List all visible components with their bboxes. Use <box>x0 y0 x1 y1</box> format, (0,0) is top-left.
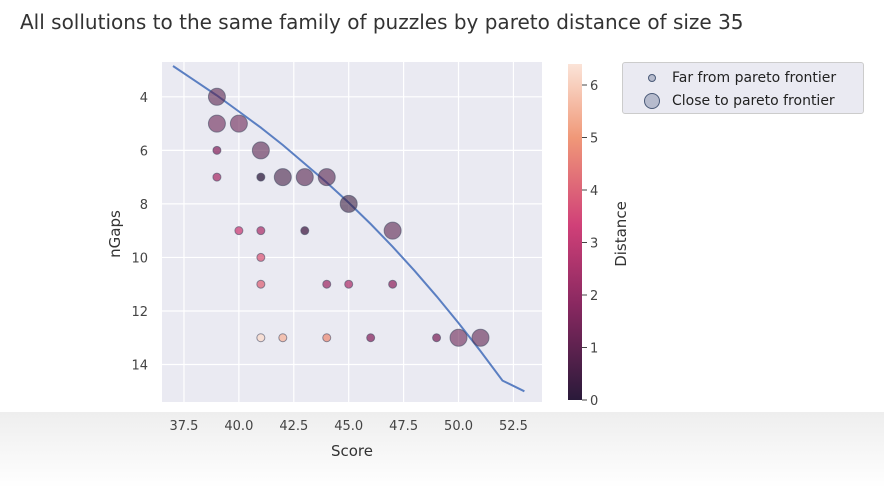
x-axis-label: Score <box>331 442 373 460</box>
colorbar-tick-label: 3 <box>590 237 598 252</box>
scatter-point <box>471 328 490 347</box>
y-tick-label: 10 <box>131 251 148 266</box>
scatter-point <box>317 168 336 187</box>
y-axis-ticks: 4 6 8 10 12 14 <box>131 91 148 374</box>
scatter-point <box>449 328 468 347</box>
scatter-point <box>339 194 358 213</box>
legend-marker-small <box>648 74 656 82</box>
colorbar-tick-label: 4 <box>590 184 598 199</box>
x-tick-label: 42.5 <box>279 419 308 434</box>
scatter-point <box>278 333 288 343</box>
scatter-point <box>300 226 310 236</box>
colorbar <box>568 64 582 400</box>
legend-label-close: Close to pareto frontier <box>672 93 835 109</box>
x-tick-label: 50.0 <box>444 419 473 434</box>
chart-title: All sollutions to the same family of puz… <box>20 10 744 34</box>
scatter-point <box>383 221 402 240</box>
scatter-point <box>256 252 266 262</box>
scatter-point <box>366 333 376 343</box>
plot-area <box>162 62 542 402</box>
y-tick-label: 8 <box>140 198 148 213</box>
scatter-point <box>212 172 222 182</box>
x-tick-label: 52.5 <box>499 419 528 434</box>
bottom-fade <box>0 412 884 488</box>
scatter-point <box>229 114 248 133</box>
colorbar-label: Distance <box>612 201 630 267</box>
colorbar-tick-label: 0 <box>590 394 598 409</box>
scatter-point <box>322 333 332 343</box>
scatter-point <box>207 114 226 133</box>
scatter-point <box>344 279 354 289</box>
legend-label-far: Far from pareto frontier <box>672 70 837 86</box>
legend-marker-large <box>644 93 660 109</box>
legend: Far from pareto frontier Close to pareto… <box>622 62 864 114</box>
x-tick-label: 40.0 <box>224 419 253 434</box>
y-tick-label: 14 <box>131 359 148 374</box>
x-tick-label: 37.5 <box>169 419 198 434</box>
scatter-point <box>207 87 226 106</box>
x-axis-ticks: 37.5 40.0 42.5 45.0 47.5 50.0 52.5 <box>169 419 527 434</box>
scatter-point <box>295 168 314 187</box>
scatter-point <box>256 172 266 182</box>
legend-item-far: Far from pareto frontier <box>623 68 863 88</box>
scatter-point <box>212 145 222 155</box>
scatter-point <box>256 226 266 236</box>
scatter-point <box>388 279 398 289</box>
x-tick-label: 45.0 <box>334 419 363 434</box>
legend-item-close: Close to pareto frontier <box>623 91 863 111</box>
y-tick-label: 12 <box>131 305 148 320</box>
colorbar-tick-label: 1 <box>590 342 598 357</box>
x-tick-label: 47.5 <box>389 419 418 434</box>
y-axis-label: nGaps <box>106 210 124 258</box>
y-tick-label: 6 <box>140 144 148 159</box>
scatter-point <box>273 168 292 187</box>
scatter-point <box>251 141 270 160</box>
colorbar-tick-label: 5 <box>590 132 598 147</box>
colorbar-tick-label: 2 <box>590 289 598 304</box>
scatter-point <box>234 226 244 236</box>
scatter-point <box>256 333 266 343</box>
scatter-point <box>322 279 332 289</box>
scatter-point <box>432 333 442 343</box>
scatter-point <box>256 279 266 289</box>
colorbar-tick-label: 6 <box>590 79 598 94</box>
y-tick-label: 4 <box>140 91 148 106</box>
scatter-points <box>207 87 490 347</box>
colorbar-ticks: 0 1 2 3 4 5 6 <box>582 79 598 409</box>
